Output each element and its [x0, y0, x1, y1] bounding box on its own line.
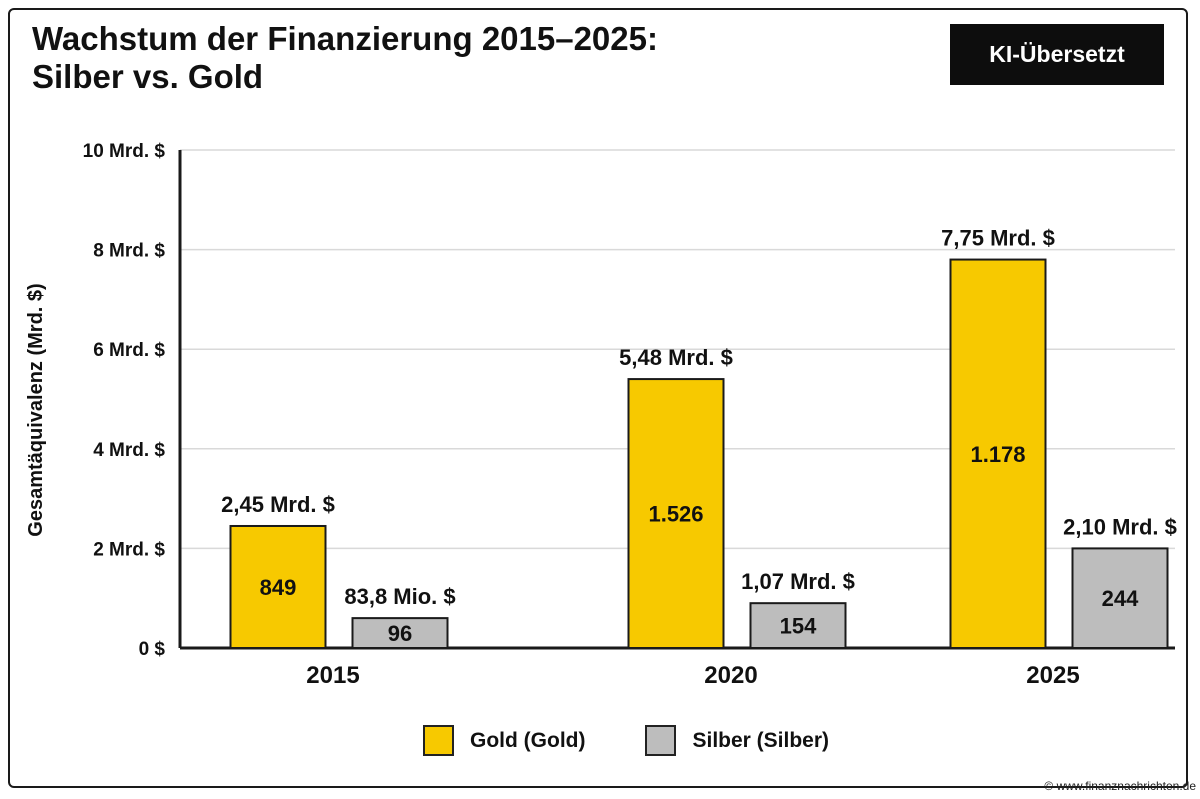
bar-value-label-silver: 1,07 Mrd. $: [741, 569, 855, 594]
x-category-label: 2025: [1026, 662, 1079, 689]
bar-silver: [351, 617, 449, 649]
bar-silver: [749, 602, 847, 649]
bar-value-label-gold: 7,75 Mrd. $: [941, 226, 1055, 251]
bar-inner-label-gold: 849: [260, 575, 297, 600]
legend-label-gold: Gold (Gold): [470, 728, 586, 752]
legend-label-silver: Silber (Silber): [692, 728, 830, 752]
bar-value-label-gold: 5,48 Mrd. $: [619, 345, 733, 370]
legend-swatch-silver: [645, 725, 677, 756]
bar-inner-label-gold: 1.178: [970, 442, 1025, 467]
bar-inner-label-silver: 154: [780, 614, 817, 639]
bar-inner-label-silver: 96: [388, 621, 412, 646]
bar-gold: [949, 258, 1047, 649]
y-tick-label: 4 Mrd. $: [93, 440, 165, 461]
ai-translated-badge: KI-Übersetzt: [950, 24, 1164, 85]
bar-gold: [627, 378, 725, 649]
y-tick-label: 0 $: [139, 639, 166, 660]
bar-inner-label-gold: 1.526: [648, 502, 703, 527]
y-tick-label: 2 Mrd. $: [93, 539, 165, 560]
chart-frame: [8, 8, 1188, 788]
legend-swatch-gold: [423, 725, 454, 756]
bar-value-label-silver: 83,8 Mio. $: [344, 584, 455, 609]
bar-inner-label-silver: 244: [1102, 586, 1139, 611]
chart-title-line-1: Wachstum der Finanzierung 2015–2025:: [32, 20, 658, 57]
bar-silver: [1071, 547, 1169, 650]
chart-title-line-2: Silber vs. Gold: [32, 58, 264, 95]
bar-gold: [229, 524, 327, 649]
y-axis-label: Gesamtäquivalenz (Mrd. $): [25, 283, 47, 536]
source-credit: © www.finanznachrichten.de: [1044, 779, 1196, 793]
y-tick-label: 10 Mrd. $: [83, 141, 166, 162]
x-category-label: 2020: [704, 662, 757, 689]
legend-item-gold: Gold (Gold): [423, 725, 585, 756]
x-category-label: 2015: [306, 662, 359, 689]
legend-item-silver: Silber (Silber): [645, 725, 829, 756]
y-tick-label: 8 Mrd. $: [93, 241, 165, 262]
bar-value-label-gold: 2,45 Mrd. $: [221, 492, 335, 517]
bar-value-label-silver: 2,10 Mrd. $: [1063, 514, 1177, 539]
chart-title: Wachstum der Finanzierung 2015–2025: Sil…: [32, 20, 658, 96]
chart-legend: Gold (Gold) Silber (Silber): [423, 725, 889, 756]
y-tick-label: 6 Mrd. $: [93, 340, 165, 361]
